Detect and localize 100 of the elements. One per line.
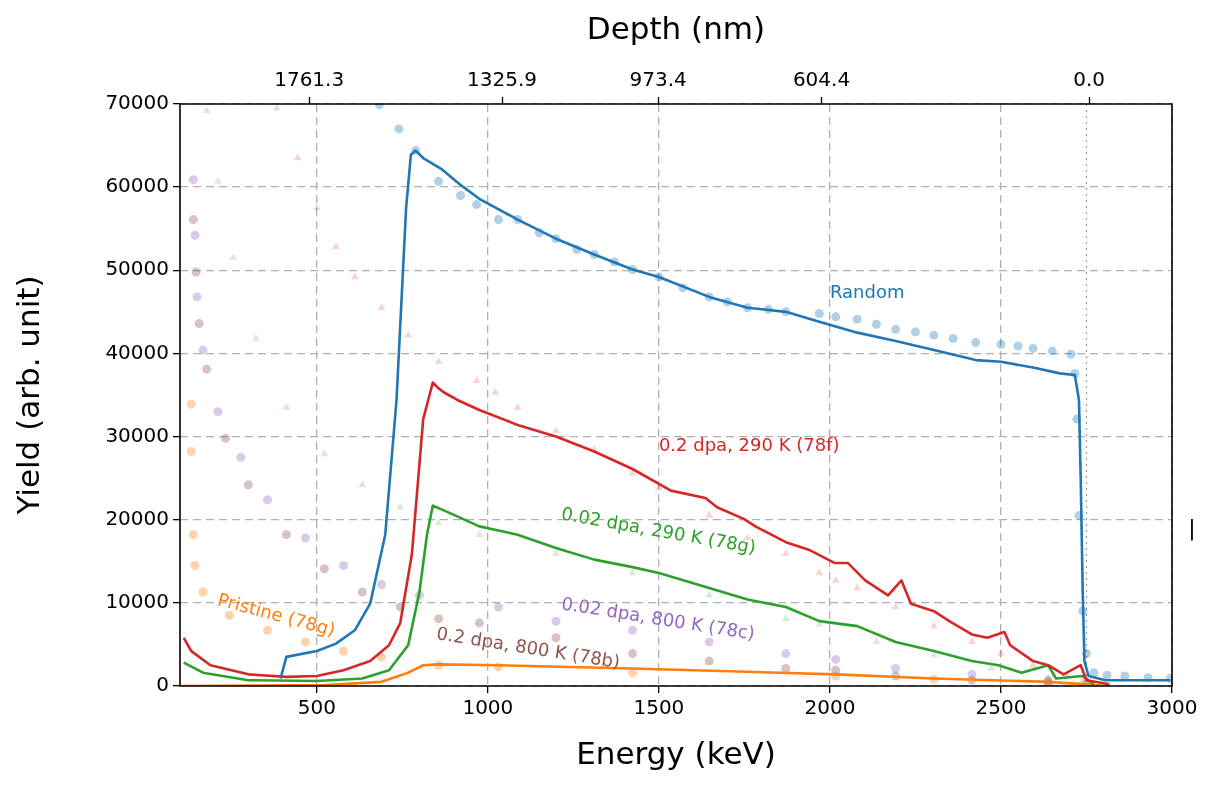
point [456, 190, 465, 200]
point [472, 200, 482, 210]
point [434, 614, 444, 624]
point [493, 602, 503, 612]
point [872, 637, 881, 645]
point [350, 272, 359, 280]
x-tick-label: 1500 [633, 695, 685, 720]
point [339, 646, 349, 656]
point [552, 549, 560, 557]
point [188, 175, 198, 185]
point [213, 407, 223, 417]
point [551, 633, 561, 643]
point [1028, 343, 1038, 353]
text: 0.02 dpa, 290 K (78g) [559, 502, 758, 558]
point [493, 215, 503, 225]
point [394, 124, 404, 134]
x2-tick-label: 604.4 [792, 67, 851, 92]
point [814, 309, 824, 319]
point [312, 203, 321, 211]
x-tick-label: 2000 [804, 695, 856, 720]
point [948, 333, 958, 343]
point [186, 399, 196, 409]
point [202, 106, 211, 113]
point [319, 564, 329, 574]
point [236, 452, 246, 462]
point [967, 637, 976, 645]
point [293, 153, 302, 161]
point [551, 616, 561, 626]
point [491, 388, 500, 395]
y-tick-label: 30000 [105, 422, 169, 447]
y-tick-label: 10000 [105, 589, 169, 614]
point [377, 303, 386, 310]
point [301, 637, 311, 647]
y-tick-label: 20000 [105, 505, 169, 530]
point [1066, 349, 1076, 359]
point [214, 176, 222, 184]
x2-tick-label: 0.0 [1073, 67, 1106, 92]
point [891, 664, 901, 674]
point [434, 357, 443, 364]
point [339, 560, 349, 570]
point [910, 327, 920, 337]
point [190, 230, 200, 240]
point [705, 511, 714, 518]
point [194, 319, 204, 328]
x2-tick-label: 973.4 [629, 67, 687, 92]
point [929, 330, 939, 340]
point [198, 345, 208, 355]
point [628, 649, 638, 659]
series-label: Random [829, 281, 905, 303]
x-axis-title: Energy (keV) [576, 735, 776, 772]
point [831, 575, 840, 583]
point [191, 267, 201, 277]
y-tick-label: 70000 [105, 90, 169, 115]
point [281, 530, 291, 540]
point [243, 480, 253, 490]
point [190, 560, 200, 570]
point [996, 339, 1006, 349]
point [434, 176, 444, 186]
point [332, 242, 340, 250]
point [357, 587, 367, 597]
point [188, 530, 198, 540]
point [1047, 346, 1057, 356]
series-label: 0.2 dpa, 290 K (78f) [658, 434, 840, 456]
x2-tick-label: 1761.3 [274, 67, 345, 92]
point [434, 518, 443, 526]
point [831, 312, 841, 322]
point [997, 649, 1005, 656]
point [263, 625, 273, 635]
point [891, 324, 901, 334]
point [891, 602, 900, 610]
point [781, 614, 790, 621]
point [1013, 341, 1023, 351]
point [552, 426, 560, 433]
point [472, 376, 481, 384]
point [202, 364, 212, 374]
y-axis-title: Yield (arb. unit) [9, 275, 46, 516]
x2-tick-label: 1325.9 [467, 67, 537, 92]
x-tick-label: 2500 [975, 695, 1027, 720]
point [198, 587, 208, 597]
point [987, 664, 995, 671]
point [781, 549, 790, 557]
point [301, 533, 311, 543]
point [252, 333, 260, 341]
point [871, 319, 881, 329]
x2-axis-title: Depth (nm) [586, 9, 766, 46]
y-tick-label: 40000 [105, 339, 169, 364]
point [1102, 670, 1112, 680]
point [853, 583, 862, 591]
point [186, 447, 196, 457]
x-tick-label: 500 [297, 695, 336, 720]
point [358, 480, 367, 488]
point [781, 649, 791, 659]
point [474, 618, 484, 628]
text: Pristine (78g) [215, 588, 338, 641]
text: | [1188, 514, 1196, 541]
point [628, 625, 638, 635]
point [513, 402, 522, 410]
x-tick-label: 1000 [462, 695, 514, 720]
point [831, 654, 841, 664]
point [705, 590, 714, 598]
